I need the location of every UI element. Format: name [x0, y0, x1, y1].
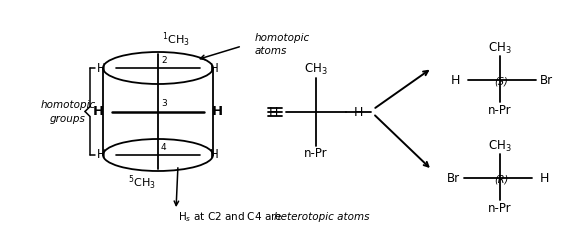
- Text: H: H: [93, 105, 104, 118]
- Text: Br: Br: [540, 74, 553, 88]
- Text: 3: 3: [161, 99, 167, 109]
- Text: H: H: [269, 106, 278, 119]
- Text: H: H: [450, 74, 460, 88]
- Text: groups: groups: [50, 114, 86, 124]
- Text: homotopic: homotopic: [255, 33, 310, 43]
- Text: $^1$CH$_3$: $^1$CH$_3$: [162, 31, 190, 49]
- Text: $^5$CH$_3$: $^5$CH$_3$: [128, 174, 156, 192]
- Text: H: H: [210, 149, 219, 162]
- Text: H: H: [97, 149, 106, 162]
- Text: H: H: [97, 61, 106, 74]
- Text: Br: Br: [447, 173, 460, 185]
- Text: 2: 2: [161, 56, 166, 65]
- Text: (S): (S): [494, 76, 508, 86]
- Text: CH$_3$: CH$_3$: [488, 40, 512, 55]
- Text: n-Pr: n-Pr: [488, 104, 512, 116]
- Text: CH$_3$: CH$_3$: [488, 139, 512, 154]
- Text: homotopic: homotopic: [40, 99, 95, 109]
- Text: H: H: [354, 106, 363, 119]
- Text: atoms: atoms: [255, 46, 288, 56]
- Text: H$_s$ at C2 and C4 are: H$_s$ at C2 and C4 are: [178, 210, 283, 224]
- Text: heterotopic atoms: heterotopic atoms: [274, 212, 370, 222]
- Text: H: H: [210, 61, 219, 74]
- Text: (R): (R): [494, 174, 508, 184]
- Text: H: H: [212, 105, 223, 118]
- Text: n-Pr: n-Pr: [488, 202, 512, 214]
- Text: 4: 4: [161, 143, 166, 152]
- Text: n-Pr: n-Pr: [304, 147, 328, 160]
- Text: H: H: [540, 173, 549, 185]
- Text: CH$_3$: CH$_3$: [304, 62, 328, 77]
